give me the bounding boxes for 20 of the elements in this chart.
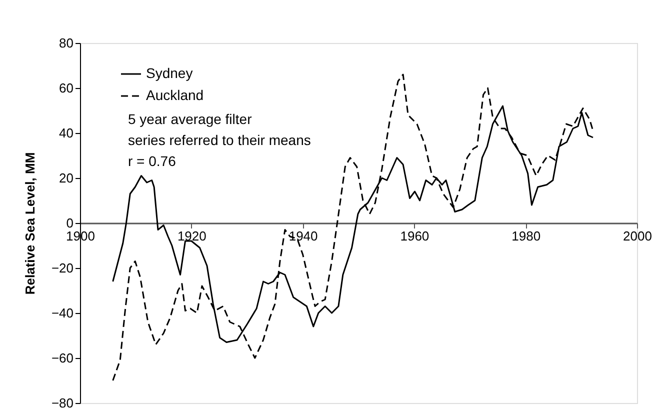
x-tick-label: 1980	[512, 228, 541, 244]
y-tick-label: −20	[51, 260, 74, 276]
x-tick-label: 2000	[623, 228, 652, 244]
legend-label: Auckland	[146, 87, 204, 103]
annotation: 5 year average filter	[128, 111, 252, 127]
legend-label: Sydney	[146, 65, 193, 81]
y-tick-label: −60	[51, 350, 74, 366]
y-tick-label: 40	[59, 126, 74, 140]
x-tick-label: 1920	[177, 228, 206, 244]
x-tick-label: 1940	[288, 228, 318, 244]
y-tick-label: 0	[66, 216, 74, 230]
x-tick-label: 1960	[400, 228, 430, 244]
y-tick-label: 60	[59, 80, 74, 96]
annotation: series referred to their means	[128, 132, 311, 148]
y-tick-label: −40	[51, 306, 74, 320]
annotation: r = 0.76	[128, 153, 176, 169]
y-tick-label: 20	[59, 170, 74, 186]
y-tick-label: −80	[51, 396, 74, 410]
y-axis-title: Relative Sea Level, MM	[22, 152, 38, 295]
y-tick-label: 80	[59, 36, 74, 50]
